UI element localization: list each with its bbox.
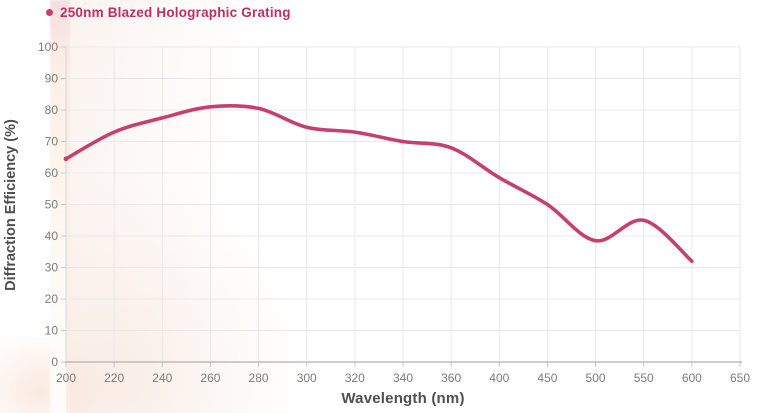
y-tick-label: 50	[45, 198, 59, 212]
legend-label: 250nm Blazed Holographic Grating	[60, 5, 291, 20]
x-tick-label: 340	[393, 371, 413, 385]
y-tick-label: 100	[38, 40, 58, 54]
y-tick-label: 90	[45, 72, 59, 86]
x-tick-label: 240	[152, 371, 172, 385]
x-tick-label: 600	[682, 371, 702, 385]
y-tick-label: 10	[45, 324, 59, 338]
x-tick-label: 200	[56, 371, 76, 385]
series-line	[64, 103, 694, 263]
x-tick-label: 300	[297, 371, 317, 385]
x-axis-title: Wavelength (nm)	[341, 390, 465, 407]
x-tick-label: 280	[249, 371, 269, 385]
x-tick-label: 500	[586, 371, 606, 385]
y-tick-label: 20	[45, 292, 59, 306]
legend[interactable]: 250nm Blazed Holographic Grating	[46, 5, 291, 20]
x-tick-label: 650	[730, 371, 750, 385]
series-start-point	[63, 156, 69, 162]
y-tick-label: 30	[45, 261, 59, 275]
x-tick-label: 260	[200, 371, 220, 385]
background-art-band	[50, 0, 70, 413]
y-tick-label: 80	[45, 103, 59, 117]
background-art-plot-tint	[66, 0, 761, 413]
y-tick-label: 60	[45, 166, 59, 180]
legend-circle-icon	[46, 9, 53, 16]
x-tick-label: 360	[441, 371, 461, 385]
x-tick-label: 320	[345, 371, 365, 385]
x-tick-label: 220	[104, 371, 124, 385]
x-tick-label: 550	[634, 371, 654, 385]
y-tick-label: 0	[51, 355, 58, 369]
y-tick-label: 70	[45, 135, 59, 149]
y-axis-title: Diffraction Efficiency (%)	[3, 119, 19, 291]
x-tick-label: 400	[489, 371, 509, 385]
x-tick-label: 450	[537, 371, 557, 385]
y-tick-label: 40	[45, 229, 59, 243]
